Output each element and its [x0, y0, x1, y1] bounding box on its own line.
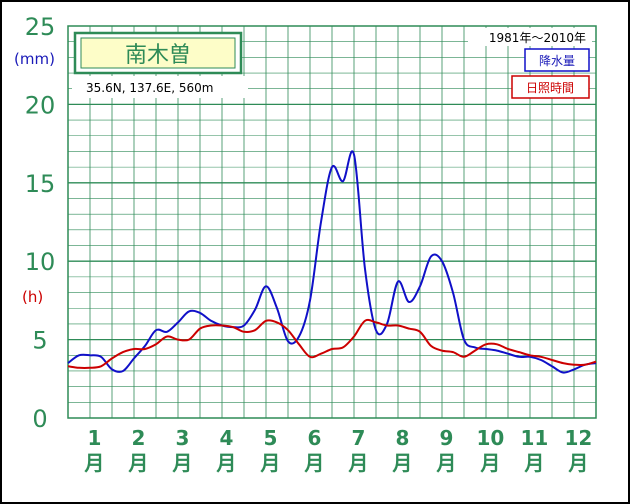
y-tick-label: 15 — [25, 170, 56, 198]
station-name: 南木曽 — [125, 43, 191, 68]
x-tick-month-unit: 月 — [479, 451, 500, 475]
x-tick-month-unit: 月 — [171, 451, 192, 475]
x-tick-month-unit: 月 — [215, 451, 236, 475]
location-label: 35.6N, 137.6E, 560m — [86, 81, 213, 95]
x-tick-month-number: 5 — [263, 426, 277, 450]
period-label: 1981年～2010年 — [489, 31, 586, 45]
legend-precip-box — [524, 48, 590, 72]
x-tick-month-number: 9 — [439, 426, 453, 450]
x-tick-month-unit: 月 — [127, 451, 148, 475]
x-tick-month-unit: 月 — [391, 451, 412, 475]
y-unit-primary: (mm) — [14, 50, 55, 68]
x-tick-month-unit: 月 — [435, 451, 456, 475]
x-tick-month-number: 12 — [564, 426, 592, 450]
x-tick-month-unit: 月 — [83, 451, 104, 475]
x-tick-month-number: 1 — [87, 426, 101, 450]
series-line-precipitation — [67, 150, 597, 374]
y-tick-label: 20 — [25, 91, 56, 119]
y-tick-label: 5 — [32, 327, 47, 355]
legend-sunshine-box — [511, 75, 590, 99]
x-tick-month-number: 7 — [351, 426, 365, 450]
x-tick-month-number: 3 — [175, 426, 189, 450]
legend-sunshine-label: 日照時間 — [526, 81, 574, 95]
station-box-inner — [80, 37, 236, 69]
series-lines — [67, 150, 597, 374]
x-tick-month-number: 8 — [395, 426, 409, 450]
location-box — [72, 76, 248, 98]
x-tick-month-unit: 月 — [523, 451, 544, 475]
y-axis: 0 5 10 15 20 25 — [25, 13, 56, 433]
y-tick-label: 10 — [25, 248, 56, 276]
legend-precip-label: 降水量 — [539, 54, 575, 68]
y-tick-label: 25 — [25, 13, 56, 41]
x-tick-month-unit: 月 — [347, 451, 368, 475]
x-tick-month-unit: 月 — [303, 451, 324, 475]
x-tick-month-number: 10 — [476, 426, 504, 450]
x-tick-month-number: 2 — [131, 426, 145, 450]
x-tick-month-number: 4 — [219, 426, 233, 450]
x-tick-month-unit: 月 — [567, 451, 588, 475]
x-tick-month-number: 6 — [307, 426, 321, 450]
x-tick-month-unit: 月 — [259, 451, 280, 475]
y-unit-secondary: (h) — [22, 288, 43, 306]
period-box — [468, 28, 592, 46]
series-line-sunshine — [67, 318, 597, 370]
y-tick-label: 0 — [32, 405, 47, 433]
x-tick-month-number: 11 — [520, 426, 548, 450]
